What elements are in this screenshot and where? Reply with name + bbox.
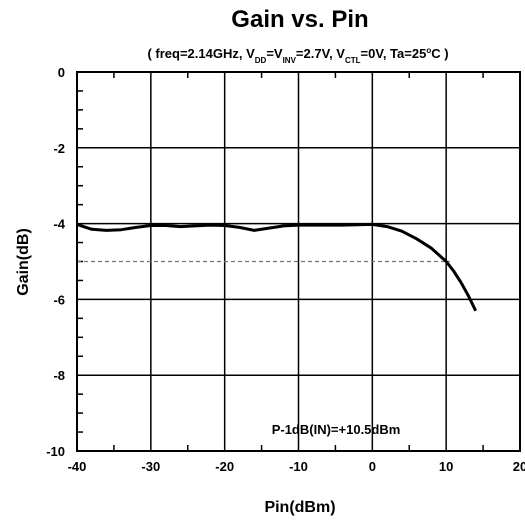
subtitle-part-2: =V [266,46,283,61]
y-tick-label: -10 [46,444,65,459]
p1db-annotation: P-1dB(IN)=+10.5dBm [272,422,401,437]
x-tick-label: -20 [215,459,234,474]
y-tick-label: -4 [53,217,65,232]
grid-lines [77,72,520,451]
x-tick-label: -30 [141,459,160,474]
x-tick-label: 10 [439,459,453,474]
subtitle-part-1: ( freq=2.14GHz, V [147,46,255,61]
x-tick-label: 0 [369,459,376,474]
chart-subtitle: ( freq=2.14GHz, VDD=VINV=2.7V, VCTL=0V, … [147,46,448,65]
y-tick-label: 0 [58,65,65,80]
gain-curve [76,222,478,312]
y-tick-label: -2 [53,141,65,156]
y-tick-labels: 0 -2 -4 -6 -8 -10 [46,65,66,459]
subtitle-sub-inv: INV [283,56,297,65]
subtitle-part-5: C ) [431,46,448,61]
subtitle-degree: o [426,46,431,55]
subtitle-part-4: =0V, Ta=25 [361,46,427,61]
subtitle-sub-ctl: CTL [345,56,361,65]
x-tick-label: 20 [513,459,525,474]
x-tick-label: -10 [289,459,308,474]
plot-frame [76,71,521,452]
subtitle-sub-dd: DD [255,56,267,65]
subtitle-part-3: =2.7V, V [296,46,345,61]
y-tick-label: -8 [53,368,65,383]
y-tick-label: -6 [53,292,65,307]
x-tick-labels: -40 -30 -20 -10 0 10 20 [68,459,525,474]
chart-title: Gain vs. Pin [231,6,368,33]
x-tick-label: -40 [68,459,87,474]
y-axis-label: Gain(dB) [15,228,32,296]
x-axis-label: Pin(dBm) [264,499,335,516]
